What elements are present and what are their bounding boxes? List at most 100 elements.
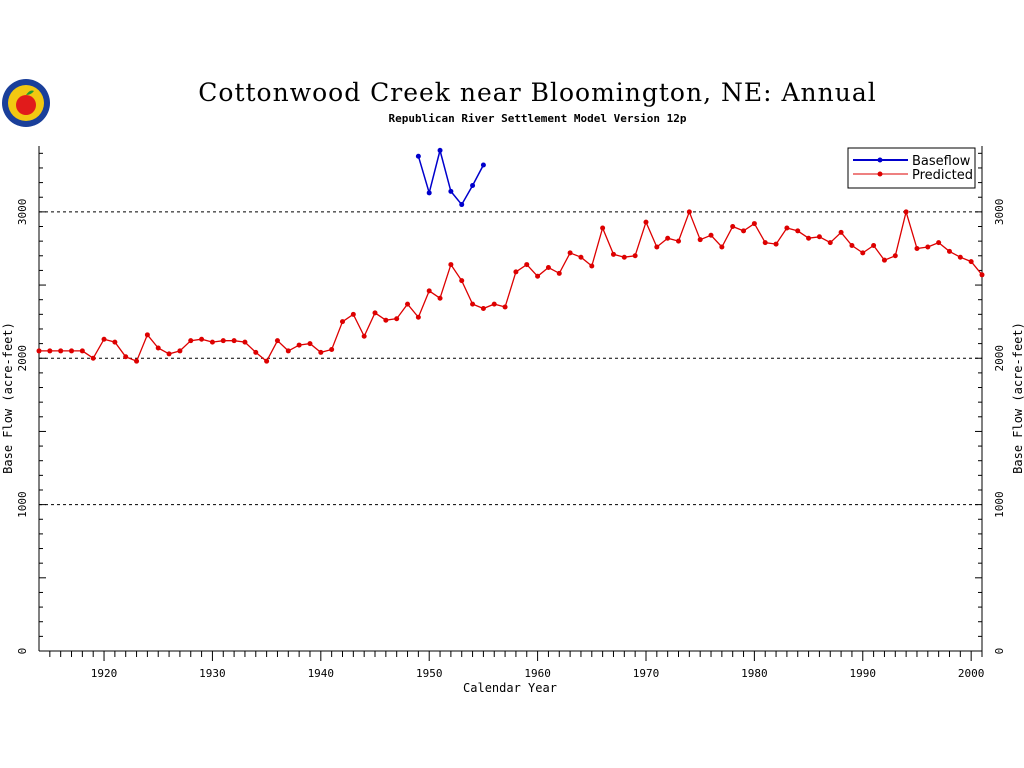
data-point-predicted — [849, 243, 855, 249]
data-point-predicted — [155, 345, 161, 351]
y-tick-label-left: 2000 — [16, 345, 29, 372]
data-point-predicted — [881, 257, 887, 263]
data-point-predicted — [285, 348, 291, 354]
data-point-predicted — [903, 209, 909, 215]
data-point-predicted — [806, 235, 812, 241]
data-point-predicted — [936, 240, 942, 246]
data-point-predicted — [665, 235, 671, 241]
data-point-predicted — [979, 272, 985, 278]
x-tick-label: 1990 — [850, 667, 877, 680]
data-point-predicted — [632, 253, 638, 259]
legend-baseflow-label: Baseflow — [912, 154, 971, 169]
data-point-predicted — [708, 232, 714, 238]
data-point-predicted — [741, 228, 747, 234]
data-point-predicted — [545, 264, 551, 270]
data-point-predicted — [795, 228, 801, 234]
data-point-baseflow — [415, 153, 421, 159]
y-tick-label-right: 2000 — [993, 345, 1006, 372]
data-point-predicted — [556, 270, 562, 276]
data-point-baseflow — [459, 202, 465, 208]
data-point-predicted — [329, 346, 335, 352]
x-tick-label: 1940 — [308, 667, 335, 680]
legend-predicted-marker — [877, 171, 883, 177]
data-point-predicted — [676, 238, 682, 244]
data-point-predicted — [860, 250, 866, 256]
data-point-predicted — [437, 295, 443, 301]
data-point-predicted — [253, 349, 259, 355]
data-point-predicted — [372, 310, 378, 316]
y-tick-label-left: 1000 — [16, 491, 29, 517]
tick-marks — [39, 152, 983, 661]
y-axis-label-right: Base Flow (acre-feet) — [1011, 322, 1024, 474]
data-point-predicted — [762, 240, 768, 246]
y-tick-label-left: 0 — [16, 648, 29, 655]
data-point-predicted — [101, 336, 107, 342]
series — [36, 147, 985, 364]
data-point-predicted — [69, 348, 75, 354]
data-point-baseflow — [437, 147, 443, 153]
data-point-predicted — [79, 348, 85, 354]
logo-icon — [2, 79, 50, 127]
series-line-predicted — [39, 209, 983, 363]
data-point-predicted — [600, 225, 606, 231]
data-point-predicted — [751, 221, 757, 227]
data-point-baseflow — [480, 162, 486, 168]
data-point-predicted — [773, 241, 779, 247]
legend-baseflow-marker — [877, 157, 883, 163]
data-point-predicted — [730, 224, 736, 230]
data-point-predicted — [144, 332, 150, 338]
x-tick-label: 1960 — [524, 667, 551, 680]
x-axis-label: Calendar Year — [463, 681, 557, 695]
y-tick-label-right: 1000 — [993, 491, 1006, 517]
data-point-predicted — [220, 338, 226, 344]
data-point-predicted — [957, 254, 963, 260]
data-point-predicted — [925, 244, 931, 250]
data-point-predicted — [90, 355, 96, 361]
data-point-predicted — [491, 301, 497, 307]
x-tick-label: 2000 — [958, 667, 985, 680]
data-point-predicted — [274, 338, 280, 344]
data-point-predicted — [827, 240, 833, 246]
data-point-predicted — [242, 339, 248, 345]
y-tick-label-right: 3000 — [993, 199, 1006, 226]
data-point-predicted — [578, 254, 584, 260]
data-point-predicted — [231, 338, 237, 344]
y-tick-label-right: 0 — [993, 648, 1006, 655]
data-point-predicted — [318, 349, 324, 355]
data-point-predicted — [470, 301, 476, 307]
data-point-baseflow — [426, 190, 432, 196]
data-point-predicted — [188, 338, 194, 344]
data-point-predicted — [654, 244, 660, 250]
data-point-predicted — [339, 319, 345, 325]
y-tick-label-left: 3000 — [16, 199, 29, 226]
data-point-predicted — [643, 219, 649, 225]
data-point-predicted — [166, 351, 172, 357]
data-point-predicted — [383, 317, 389, 323]
data-point-predicted — [350, 311, 356, 317]
data-point-predicted — [513, 269, 519, 275]
data-point-predicted — [686, 209, 692, 215]
data-point-predicted — [448, 262, 454, 268]
data-point-predicted — [816, 234, 822, 240]
x-tick-label: 1930 — [199, 667, 226, 680]
data-point-predicted — [264, 358, 270, 364]
data-point-predicted — [209, 339, 215, 345]
legend-predicted-label: Predicted — [912, 168, 973, 183]
data-point-predicted — [621, 254, 627, 260]
tick-labels: 0 0 1000 1000 2000 2000 3000 3000 1920 1930 1940 19… — [16, 199, 1006, 680]
data-point-predicted — [871, 243, 877, 249]
data-point-predicted — [459, 278, 465, 284]
chart-subtitle: Republican River Settlement Model Versio… — [388, 112, 687, 125]
data-point-predicted — [405, 301, 411, 307]
data-point-predicted — [784, 225, 790, 231]
data-point-predicted — [361, 333, 367, 339]
x-tick-label: 1950 — [416, 667, 443, 680]
data-point-predicted — [415, 314, 421, 320]
data-point-predicted — [719, 244, 725, 250]
data-point-predicted — [610, 251, 616, 257]
data-point-predicted — [47, 348, 53, 354]
legend: Baseflow Predicted — [847, 147, 976, 189]
data-point-baseflow — [448, 188, 454, 194]
data-point-predicted — [36, 348, 42, 354]
